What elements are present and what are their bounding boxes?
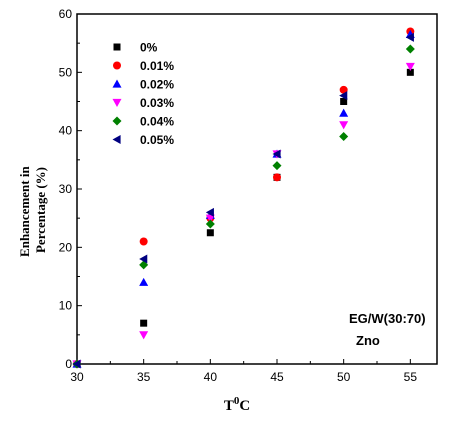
- data-point: [140, 319, 148, 327]
- data-point: [72, 359, 81, 369]
- x-tick-label: 50: [337, 370, 351, 384]
- legend-marker: [112, 135, 121, 144]
- x-axis-title-superscript: 0: [234, 395, 240, 407]
- axis-ticks: 30 35 40 45 50 55 0 10 20 30 40 50 60: [59, 7, 418, 384]
- data-point: [405, 44, 415, 54]
- data-point: [139, 254, 148, 264]
- data-point: [205, 219, 215, 229]
- data-point: [139, 237, 148, 246]
- legend-label: 0%: [140, 41, 158, 55]
- y-tick-label: 20: [59, 240, 73, 254]
- y-axis-title-line-1: Enhancement in: [17, 166, 32, 257]
- x-tick-label: 45: [270, 370, 284, 384]
- data-point: [205, 214, 215, 223]
- legend-label: 0.04%: [140, 115, 174, 129]
- legend-label: 0.05%: [140, 133, 174, 147]
- data-point: [272, 161, 282, 171]
- legend-marker: [112, 98, 122, 107]
- data-point: [339, 91, 348, 101]
- annotation-material: Zno: [356, 333, 380, 348]
- x-tick-label: 35: [137, 370, 151, 384]
- legend-marker: [113, 43, 121, 51]
- data-point: [272, 149, 281, 159]
- legend-label: 0.03%: [140, 96, 174, 110]
- legend-label: 0.02%: [140, 78, 174, 92]
- legend-label: 0.01%: [140, 59, 174, 73]
- data-point: [339, 121, 349, 130]
- x-tick-label: 40: [204, 370, 218, 384]
- data-points: [72, 27, 415, 369]
- data-point: [405, 32, 414, 42]
- data-point: [206, 229, 214, 237]
- x-axis-title-main: T: [224, 398, 234, 414]
- data-point: [339, 85, 348, 94]
- data-point: [273, 173, 281, 182]
- y-axis-title-line-2: Percentage (%): [33, 167, 48, 253]
- data-point: [339, 132, 349, 141]
- legend-marker: [112, 79, 122, 88]
- x-tick-label: 55: [404, 370, 418, 384]
- y-tick-label: 40: [59, 124, 73, 138]
- data-point: [405, 62, 415, 71]
- data-point: [406, 68, 414, 76]
- y-tick-label: 60: [59, 7, 73, 21]
- data-point: [139, 331, 149, 340]
- x-axis-title: T0C: [224, 395, 250, 414]
- data-point: [139, 277, 149, 286]
- data-point: [340, 98, 348, 105]
- y-tick-label: 0: [65, 357, 72, 371]
- x-tick-label: 30: [70, 370, 84, 384]
- legend-marker: [112, 116, 122, 126]
- annotation-fluid: EG/W(30:70): [349, 311, 426, 326]
- y-tick-label: 10: [59, 299, 73, 313]
- x-axis-title-unit: C: [239, 398, 250, 414]
- y-tick-label: 50: [59, 65, 73, 79]
- legend: 0% 0.01% 0.02% 0.03% 0.04% 0.05%: [112, 41, 174, 147]
- y-tick-label: 30: [59, 182, 73, 196]
- y-axis-title: Enhancement in Percentage (%): [17, 163, 48, 257]
- data-point: [339, 108, 349, 117]
- legend-marker: [113, 61, 121, 70]
- data-point: [205, 207, 214, 217]
